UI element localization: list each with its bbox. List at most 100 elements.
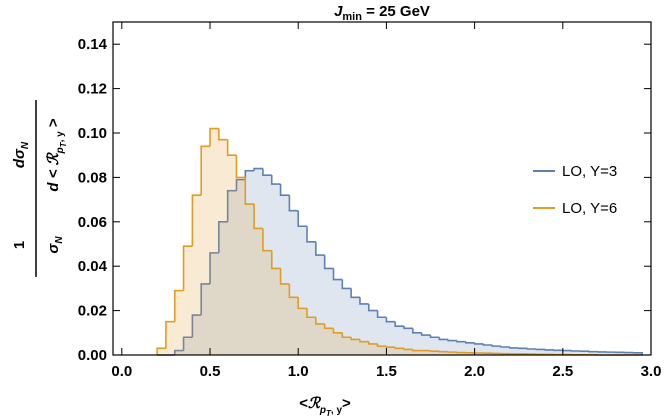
bar xyxy=(421,350,431,355)
bar xyxy=(254,228,263,355)
bar xyxy=(315,323,325,355)
bar-outline xyxy=(632,351,643,355)
bar xyxy=(465,352,475,355)
bar xyxy=(456,352,466,355)
bar-outline xyxy=(209,252,219,284)
bar-outline xyxy=(482,343,493,346)
legend-label: LO, Y=3 xyxy=(562,163,617,180)
bar-outline xyxy=(412,349,422,352)
bar xyxy=(474,343,484,355)
title-main: J xyxy=(334,3,343,20)
bar xyxy=(606,352,616,355)
bar-outline xyxy=(297,297,308,310)
bar xyxy=(571,351,581,355)
bar-outline xyxy=(500,346,510,348)
bar xyxy=(227,155,237,355)
y-label-den1-sub: N xyxy=(54,236,65,244)
bar xyxy=(359,341,369,355)
bar xyxy=(315,255,325,355)
bar xyxy=(245,170,255,355)
bar-outline xyxy=(235,155,246,179)
bar-outline xyxy=(288,195,299,212)
bar xyxy=(298,226,308,355)
y-tick-label: 0.02 xyxy=(78,303,107,320)
bar-outline xyxy=(279,184,290,196)
x-tick-label: 1.5 xyxy=(376,363,397,380)
bar-outline xyxy=(226,139,237,156)
x-label-open: < xyxy=(299,395,308,412)
bar-outline xyxy=(270,250,281,270)
bar xyxy=(289,297,299,355)
bar xyxy=(368,343,378,355)
bar xyxy=(351,339,360,355)
chart-title: Jmin = 25 GeV xyxy=(334,3,430,23)
y-label-den2: d < ℛpT, y > xyxy=(44,118,68,192)
bar xyxy=(518,348,528,355)
bar xyxy=(598,351,607,355)
bar xyxy=(483,353,493,355)
bar xyxy=(218,139,228,355)
bar xyxy=(562,350,572,355)
bar-outline xyxy=(376,310,387,319)
bar xyxy=(412,332,422,355)
bar xyxy=(404,349,413,355)
bar xyxy=(183,246,193,355)
bar-outline xyxy=(447,339,457,342)
bar xyxy=(174,350,184,355)
bar xyxy=(210,128,219,355)
bar xyxy=(342,288,352,355)
bar-outline xyxy=(359,297,369,305)
bar xyxy=(421,335,431,355)
bar xyxy=(483,345,493,355)
y-tick-label: 0.00 xyxy=(78,347,107,364)
bar xyxy=(333,332,343,355)
bar xyxy=(624,352,634,355)
bar xyxy=(501,347,510,355)
bar xyxy=(456,341,466,355)
bar-outline xyxy=(429,335,440,339)
bar-outline xyxy=(509,347,519,349)
y-tick-label: 0.06 xyxy=(78,214,107,231)
bar xyxy=(404,328,413,355)
bar-outline xyxy=(279,268,290,285)
bar xyxy=(412,350,422,355)
bar xyxy=(298,308,308,355)
bar-outline xyxy=(403,348,413,351)
bar xyxy=(448,340,457,355)
y-label-den2-sub: p xyxy=(55,147,66,154)
bar-outline xyxy=(165,320,175,349)
y-label-factor: 1 σN xyxy=(11,236,65,254)
bar xyxy=(465,342,475,355)
bar xyxy=(430,337,440,355)
bar xyxy=(280,283,290,355)
x-tick-label: 2.5 xyxy=(552,363,573,380)
bar xyxy=(342,337,352,355)
bar xyxy=(439,339,449,355)
bar-outline xyxy=(306,226,316,243)
y-tick-label: 0.12 xyxy=(78,81,107,98)
bar xyxy=(289,210,299,355)
bar-outline xyxy=(429,350,440,353)
bar xyxy=(210,252,219,355)
bar-outline xyxy=(173,349,184,355)
bar-outline xyxy=(394,321,405,327)
bar xyxy=(201,146,211,355)
bar-outline xyxy=(367,341,378,345)
bar-outline xyxy=(262,228,272,252)
series xyxy=(156,127,643,356)
bar-outline xyxy=(200,283,211,316)
title-rest: = 25 GeV xyxy=(362,3,430,20)
bar-outline xyxy=(218,128,228,141)
bar xyxy=(395,348,405,355)
bar xyxy=(192,315,202,355)
y-label-num2-sub: N xyxy=(20,141,31,149)
x-tick-label: 3.0 xyxy=(641,363,662,380)
bar xyxy=(324,268,334,355)
bar xyxy=(368,310,378,355)
bar xyxy=(439,351,449,355)
bar xyxy=(271,268,281,355)
bar xyxy=(351,297,360,355)
bar-outline xyxy=(253,204,263,230)
bar xyxy=(183,337,193,355)
x-tick-label: 0.0 xyxy=(111,363,132,380)
